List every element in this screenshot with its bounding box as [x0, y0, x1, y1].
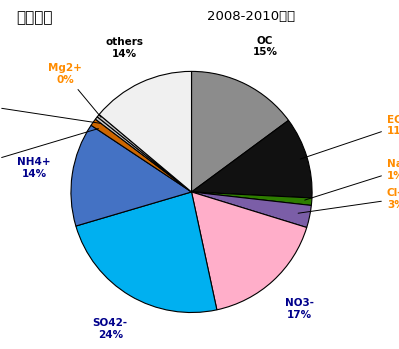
- Text: Na+
1%: Na+ 1%: [305, 159, 399, 200]
- Text: SO42-
24%: SO42- 24%: [93, 318, 128, 340]
- Wedge shape: [95, 117, 192, 192]
- Text: Ca2+
0%: Ca2+ 0%: [0, 94, 101, 124]
- Wedge shape: [99, 72, 192, 192]
- Wedge shape: [192, 192, 312, 206]
- Wedge shape: [71, 125, 192, 226]
- Wedge shape: [76, 192, 217, 312]
- Text: EC
11%: EC 11%: [300, 115, 399, 159]
- Text: NH4+
14%: NH4+ 14%: [17, 157, 51, 179]
- Wedge shape: [97, 114, 192, 192]
- Text: Mg2+
0%: Mg2+ 0%: [48, 63, 101, 117]
- Text: OC
15%: OC 15%: [253, 36, 277, 58]
- Text: Cl-
3%: Cl- 3%: [298, 188, 399, 213]
- Wedge shape: [192, 120, 312, 198]
- Wedge shape: [192, 192, 311, 228]
- Text: NO3-
17%: NO3- 17%: [284, 298, 314, 320]
- Wedge shape: [192, 72, 288, 192]
- Wedge shape: [192, 192, 307, 310]
- Wedge shape: [91, 119, 192, 192]
- Text: 煙霧関東: 煙霧関東: [16, 10, 52, 25]
- Text: K+
1%: K+ 1%: [0, 128, 99, 173]
- Text: others
14%: others 14%: [105, 37, 143, 59]
- Text: 2008-2010年度: 2008-2010年度: [207, 10, 296, 23]
